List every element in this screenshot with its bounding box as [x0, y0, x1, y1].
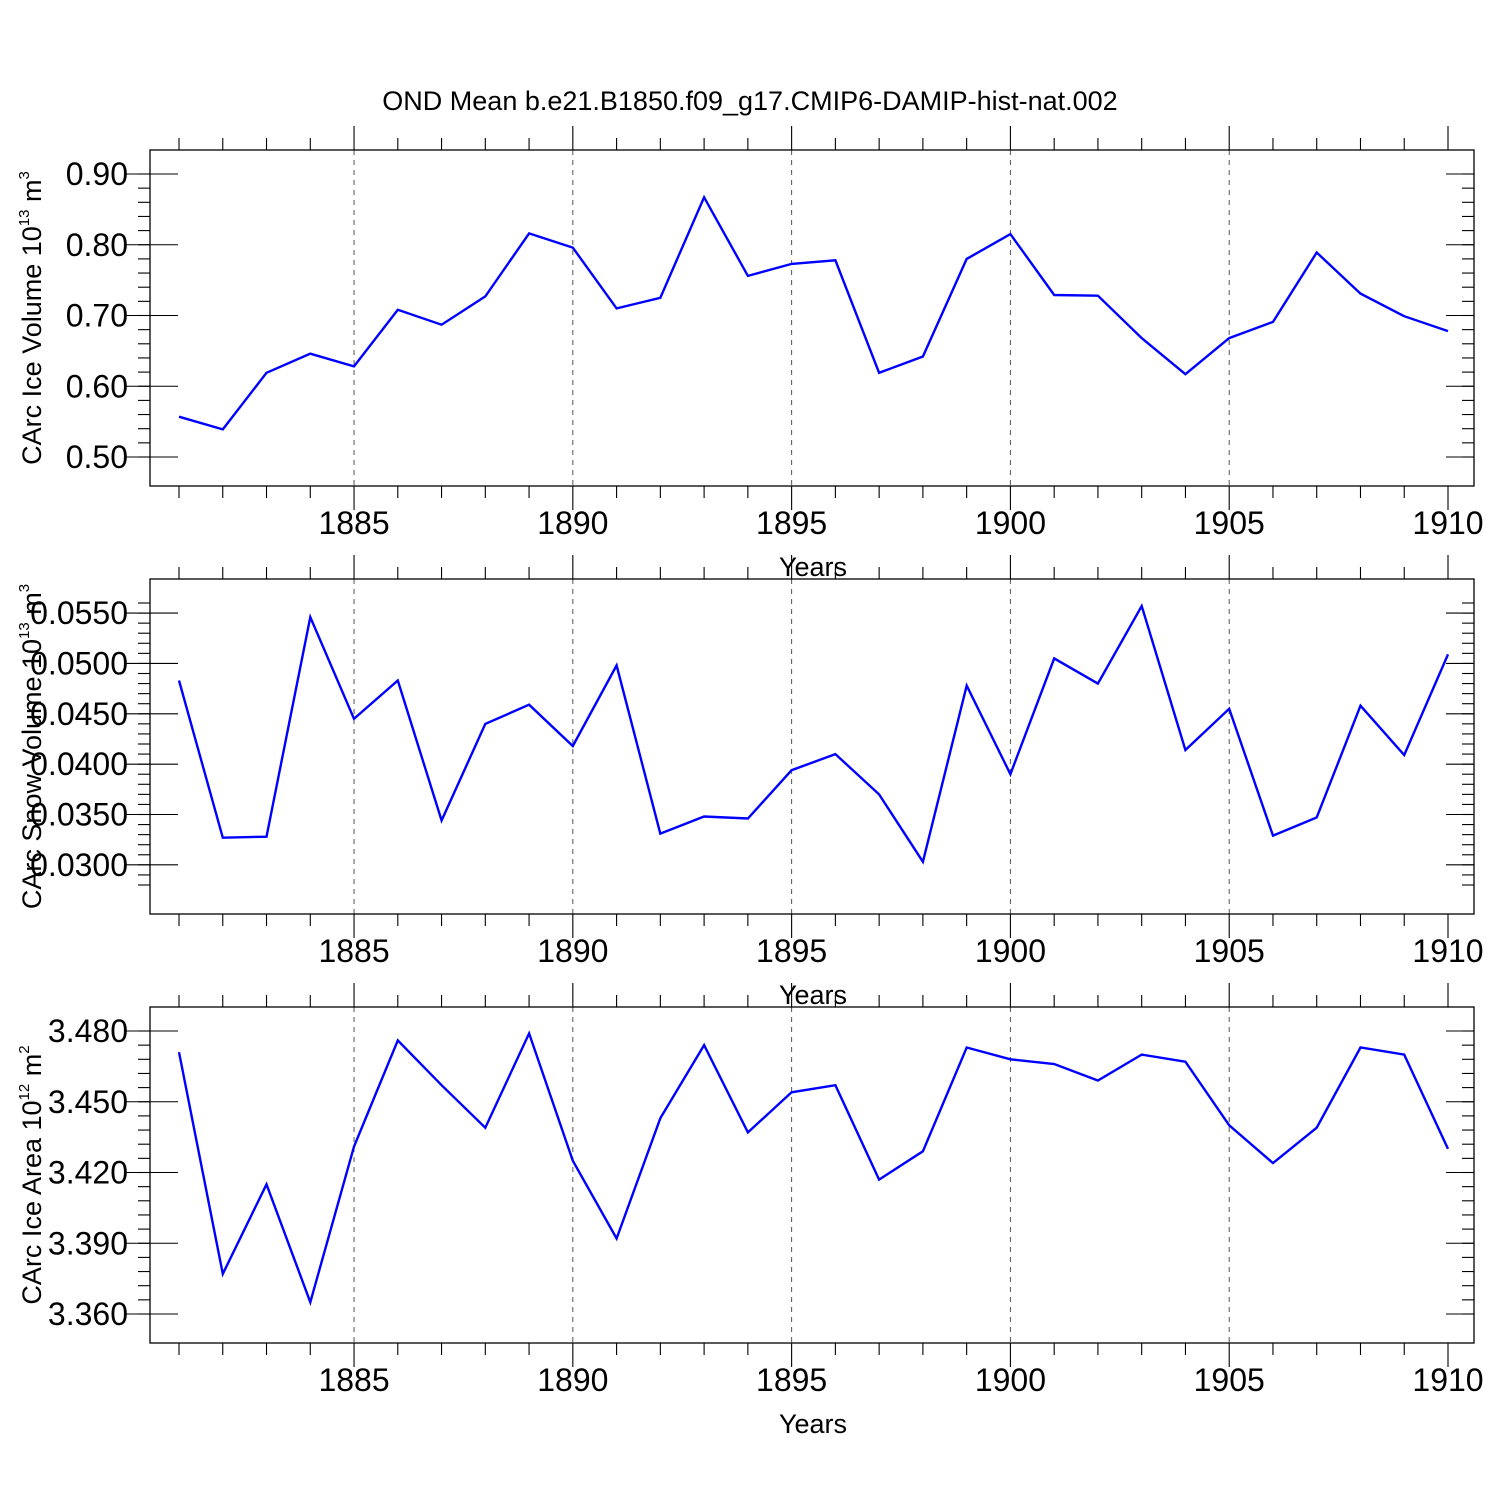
series-line — [178, 194, 1449, 431]
x-tick-label: 1905 — [1194, 933, 1265, 969]
x-tick-label: 1910 — [1412, 933, 1483, 969]
y-axis-label: CArc Ice Area 1012 m2 — [16, 1045, 47, 1304]
y-tick-label: 0.70 — [66, 298, 128, 334]
x-axis-label: Years — [779, 1409, 847, 1439]
panel-3: 3.360 3.390 3.420 3.450 3.480 1885 1890 1895 190… — [16, 983, 1484, 1439]
y-axis-label: CArc Ice Volume 1013 m3 — [16, 171, 47, 465]
y-tick-label: 0.0300 — [30, 847, 128, 883]
x-tick-label: 1890 — [537, 1362, 608, 1398]
y-tick-label: 0.50 — [66, 439, 128, 475]
y-tick-label: 0.0550 — [30, 595, 128, 631]
x-axis-label: Years — [779, 552, 847, 582]
x-tick-label: 1910 — [1412, 505, 1483, 541]
x-tick-label: 1905 — [1194, 1362, 1265, 1398]
y-tick-label: 0.80 — [66, 227, 128, 263]
x-tick-label: 1885 — [318, 505, 389, 541]
x-tick-label: 1890 — [537, 505, 608, 541]
x-tick-label: 1900 — [975, 1362, 1046, 1398]
y-tick-label: 0.90 — [66, 156, 128, 192]
plot-frame — [149, 1006, 1475, 1344]
series-line — [177, 602, 1450, 865]
y-tick-label: 3.420 — [48, 1155, 128, 1191]
panel-1: 0.50 0.60 0.70 0.80 0.90 1885 1890 1895 1900 1905… — [16, 126, 1484, 582]
series-line — [177, 1030, 1450, 1307]
panel-2: 0.0300 0.0350 0.0400 0.0450 0.0500 0.0550 1885… — [16, 555, 1484, 1010]
plot-frame — [149, 578, 1475, 915]
y-tick-label: 0.0400 — [30, 746, 128, 782]
y-tick-label: 3.360 — [48, 1296, 128, 1332]
x-tick-label: 1885 — [318, 1362, 389, 1398]
x-tick-label: 1885 — [318, 933, 389, 969]
panels: 0.50 0.60 0.70 0.80 0.90 1885 1890 1895 1900 1905… — [16, 126, 1484, 1439]
plot-frame — [149, 149, 1475, 487]
x-tick-label: 1895 — [756, 1362, 827, 1398]
y-tick-label: 3.450 — [48, 1084, 128, 1120]
y-tick-label: 3.480 — [48, 1013, 128, 1049]
x-tick-label: 1905 — [1194, 505, 1265, 541]
y-axis-label: CArc Snow Volume 1013 m3 — [16, 584, 47, 909]
y-tick-label: 0.0500 — [30, 645, 128, 681]
x-tick-label: 1900 — [975, 505, 1046, 541]
x-tick-label: 1890 — [537, 933, 608, 969]
y-tick-label: 0.60 — [66, 368, 128, 404]
x-tick-label: 1895 — [756, 505, 827, 541]
y-tick-label: 3.390 — [48, 1225, 128, 1261]
y-tick-label: 0.0450 — [30, 696, 128, 732]
x-tick-label: 1895 — [756, 933, 827, 969]
figure-title: OND Mean b.e21.B1850.f09_g17.CMIP6-DAMIP… — [382, 86, 1117, 116]
x-tick-label: 1910 — [1412, 1362, 1483, 1398]
y-tick-label: 0.0350 — [30, 797, 128, 833]
x-tick-label: 1900 — [975, 933, 1046, 969]
x-axis-label: Years — [779, 980, 847, 1010]
